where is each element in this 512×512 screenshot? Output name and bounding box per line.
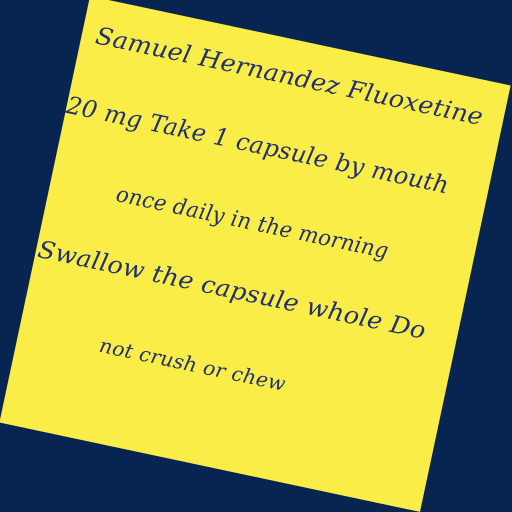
timing-instruction-line: once daily in the morning (113, 182, 391, 265)
warning-instruction-line: not crush or chew (97, 332, 288, 396)
